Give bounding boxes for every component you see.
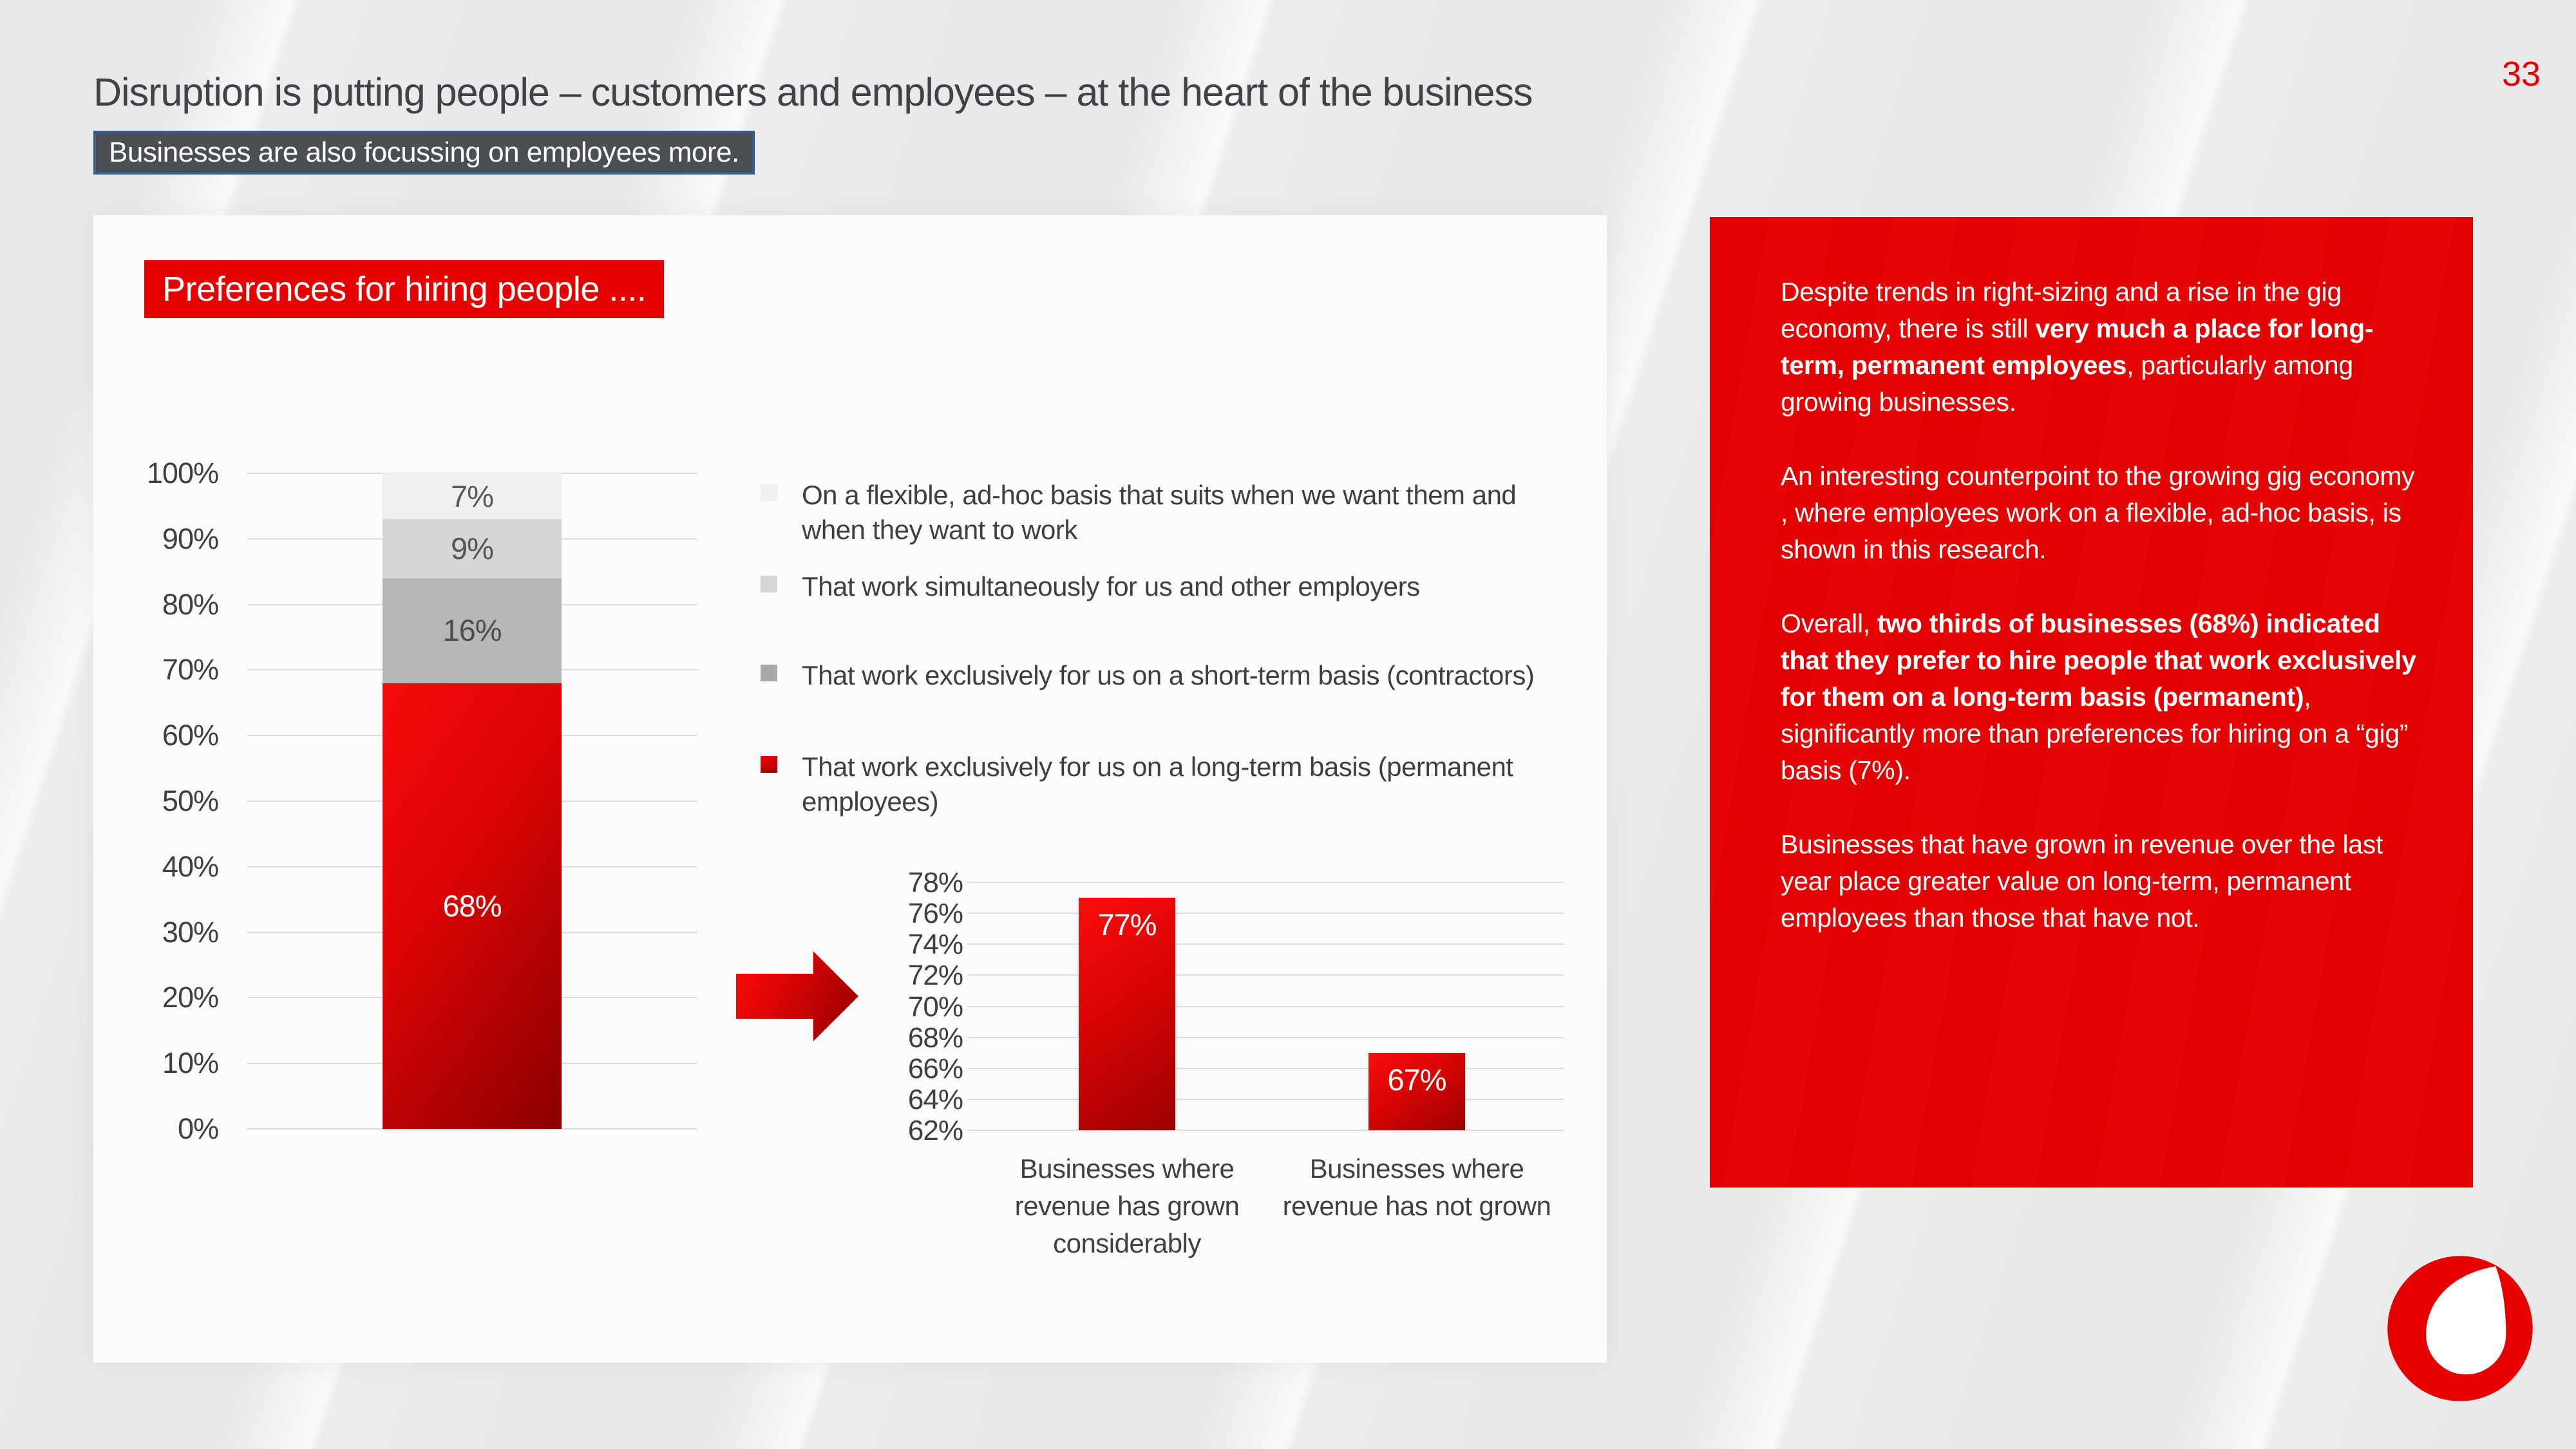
segment-value-label: 7% bbox=[451, 479, 494, 513]
subtitle-badge: Businesses are also focussing on employe… bbox=[93, 131, 755, 175]
y-gridline bbox=[968, 1005, 1564, 1007]
page-number: 33 bbox=[2501, 55, 2541, 93]
legend-swatch-icon bbox=[761, 665, 777, 681]
legend-label: That work simultaneously for us and othe… bbox=[802, 571, 1420, 601]
y-tick-label: 10% bbox=[162, 1046, 219, 1080]
bar-value-label: 77% bbox=[1097, 907, 1157, 942]
y-gridline bbox=[968, 974, 1564, 976]
segment-value-label: 9% bbox=[451, 531, 494, 566]
legend-label: That work exclusively for us on a long-t… bbox=[802, 752, 1513, 817]
y-tick-label: 76% bbox=[907, 898, 963, 930]
bar-value-label: 67% bbox=[1387, 1062, 1446, 1097]
category-label: Businesses where revenue has grown consi… bbox=[1014, 1153, 1240, 1258]
stacked-bar-segment: 16% bbox=[383, 578, 562, 683]
insight-paragraph: Despite trends in right-sizing and a ris… bbox=[1781, 277, 2374, 417]
legend-swatch-icon bbox=[761, 576, 777, 592]
y-tick-label: 70% bbox=[162, 653, 219, 687]
y-tick-label: 78% bbox=[907, 867, 963, 898]
y-tick-label: 66% bbox=[907, 1052, 963, 1084]
y-gridline bbox=[968, 1098, 1564, 1100]
y-gridline bbox=[247, 1128, 697, 1130]
bar: 67% bbox=[1368, 1052, 1465, 1130]
y-tick-label: 72% bbox=[907, 960, 963, 992]
stacked-bar-segment: 9% bbox=[383, 519, 562, 578]
y-tick-label: 40% bbox=[162, 849, 219, 883]
insight-paragraph: Businesses that have grown in revenue ov… bbox=[1781, 829, 2383, 933]
legend-label: On a flexible, ad-hoc basis that suits w… bbox=[802, 480, 1517, 545]
y-gridline bbox=[968, 943, 1564, 945]
y-tick-label: 62% bbox=[907, 1115, 963, 1146]
stacked-bar-segment: 7% bbox=[383, 473, 562, 520]
y-tick-label: 0% bbox=[177, 1112, 219, 1145]
y-tick-label: 20% bbox=[162, 981, 219, 1014]
legend-swatch-icon bbox=[761, 756, 777, 773]
stacked-bar-segment: 68% bbox=[383, 683, 562, 1129]
segment-value-label: 68% bbox=[442, 888, 502, 923]
insight-paragraph: Overall, two thirds of businesses (68%) … bbox=[1781, 609, 2416, 785]
y-tick-label: 100% bbox=[146, 457, 219, 489]
y-tick-label: 60% bbox=[162, 719, 219, 752]
y-gridline bbox=[968, 1067, 1564, 1069]
y-gridline bbox=[968, 1036, 1564, 1038]
legend-swatch-icon bbox=[761, 484, 777, 501]
insight-paragraph: An interesting counterpoint to the growi… bbox=[1781, 461, 2415, 564]
y-tick-label: 74% bbox=[907, 929, 963, 961]
bar: 77% bbox=[1079, 898, 1175, 1130]
legend-label: That work exclusively for us on a short-… bbox=[802, 660, 1535, 690]
chart-panel-title-badge: Preferences for hiring people .... bbox=[144, 260, 665, 318]
y-gridline bbox=[968, 882, 1564, 883]
y-gridline bbox=[968, 1130, 1564, 1131]
y-tick-label: 80% bbox=[162, 587, 219, 621]
vodafone-speechmark-icon bbox=[2387, 1256, 2533, 1401]
slide-title: Disruption is putting people – customers… bbox=[93, 70, 1533, 114]
y-tick-label: 90% bbox=[162, 522, 219, 555]
vodafone-logo bbox=[2386, 1255, 2534, 1403]
segment-value-label: 16% bbox=[442, 612, 502, 647]
y-tick-label: 68% bbox=[907, 1021, 963, 1054]
y-tick-label: 70% bbox=[907, 990, 963, 1023]
category-label: Businesses where revenue has not grown bbox=[1282, 1153, 1551, 1221]
y-tick-label: 50% bbox=[162, 784, 219, 817]
insight-panel: Despite trends in right-sizing and a ris… bbox=[1710, 217, 2473, 1188]
chart-panel: Preferences for hiring people .... 100% 9… bbox=[93, 215, 1607, 1363]
y-tick-label: 30% bbox=[162, 915, 219, 949]
y-tick-label: 64% bbox=[907, 1083, 963, 1115]
y-gridline bbox=[968, 913, 1564, 914]
